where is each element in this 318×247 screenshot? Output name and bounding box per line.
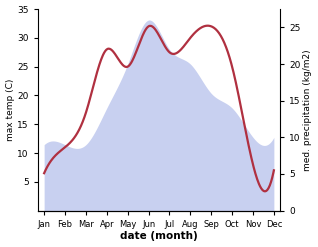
Y-axis label: med. precipitation (kg/m2): med. precipitation (kg/m2) [303,49,313,171]
X-axis label: date (month): date (month) [120,231,198,242]
Y-axis label: max temp (C): max temp (C) [5,79,15,141]
